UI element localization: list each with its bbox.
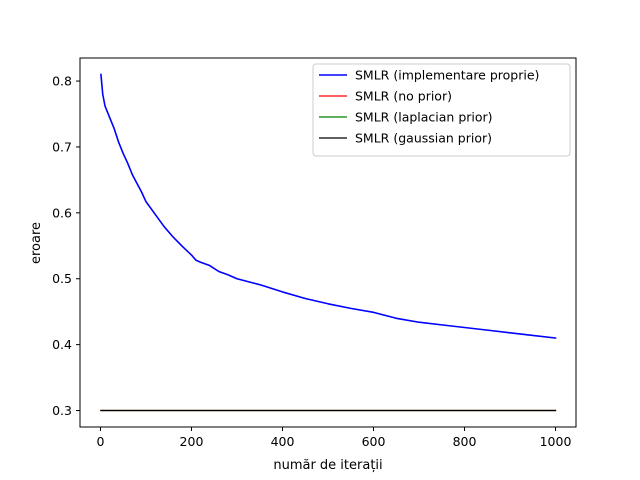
series-layer bbox=[100, 73, 557, 412]
legend-box bbox=[312, 63, 571, 157]
y-axis-label: eroare bbox=[29, 222, 44, 264]
legend-label-smlr-no-prior: SMLR (no prior) bbox=[355, 89, 452, 104]
x-tick-label: 800 bbox=[453, 434, 477, 449]
y-axis: 0.3 0.4 0.5 0.6 0.7 0.8 bbox=[52, 74, 80, 418]
x-tick-label: 200 bbox=[180, 434, 204, 449]
legend-label-smlr-gaussian-prior: SMLR (gaussian prior) bbox=[355, 131, 492, 146]
y-tick-label: 0.7 bbox=[52, 139, 72, 154]
x-axis: 0 200 400 600 800 1000 bbox=[97, 427, 572, 449]
y-tick-label: 0.3 bbox=[52, 403, 72, 418]
y-tick-label: 0.6 bbox=[52, 205, 72, 220]
legend-label-smlr-laplacian-prior: SMLR (laplacian prior) bbox=[355, 110, 493, 125]
x-tick-label: 0 bbox=[97, 434, 105, 449]
x-axis-label: număr de iterații bbox=[273, 458, 382, 473]
legend-label-smlr-implementare-proprie: SMLR (implementare proprie) bbox=[355, 68, 539, 83]
x-tick-label: 600 bbox=[362, 434, 386, 449]
legend: SMLR (implementare proprie) SMLR (no prio… bbox=[312, 63, 571, 157]
plot-frame bbox=[79, 57, 577, 428]
x-tick-label: 1000 bbox=[540, 434, 572, 449]
y-tick-label: 0.5 bbox=[52, 271, 72, 286]
series-line-smlr-implementare-proprie bbox=[100, 73, 557, 339]
y-tick-label: 0.8 bbox=[52, 74, 72, 89]
x-tick-label: 400 bbox=[271, 434, 295, 449]
y-tick-label: 0.4 bbox=[52, 337, 72, 352]
